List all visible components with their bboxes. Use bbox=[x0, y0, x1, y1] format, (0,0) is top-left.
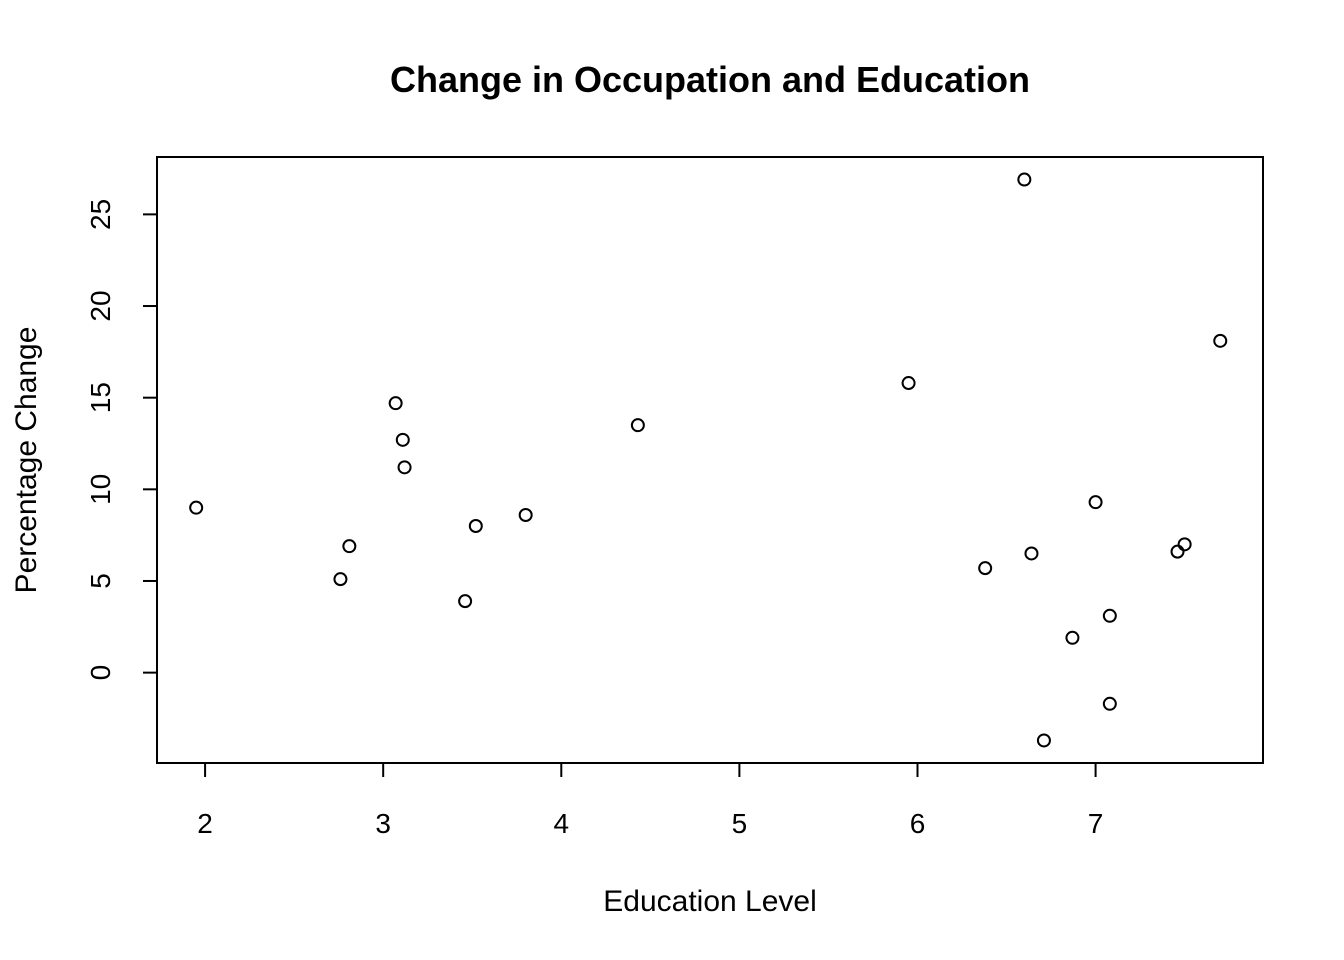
y-axis-label: Percentage Change bbox=[10, 327, 43, 594]
x-tick-label: 3 bbox=[375, 808, 391, 839]
data-point bbox=[1102, 696, 1117, 711]
data-point bbox=[397, 460, 412, 475]
plot-frame bbox=[156, 156, 1264, 764]
x-tick-label: 2 bbox=[197, 808, 213, 839]
chart-title: Change in Occupation and Education bbox=[390, 59, 1030, 100]
y-tick-label: 15 bbox=[85, 382, 116, 413]
y-tick-label: 20 bbox=[85, 290, 116, 321]
data-point bbox=[1036, 733, 1051, 748]
data-point bbox=[342, 539, 357, 554]
data-point bbox=[395, 432, 410, 447]
data-point bbox=[1213, 333, 1228, 348]
y-tick-label: 0 bbox=[85, 665, 116, 681]
data-point bbox=[189, 500, 204, 515]
x-axis-label: Education Level bbox=[603, 885, 817, 918]
x-axis: 2 3 4 5 6 7 bbox=[197, 762, 1104, 839]
data-point bbox=[1177, 537, 1192, 552]
data-point bbox=[458, 594, 473, 609]
data-point bbox=[978, 561, 993, 576]
x-tick-label: 7 bbox=[1088, 808, 1104, 839]
data-point bbox=[468, 518, 483, 533]
data-point bbox=[630, 418, 645, 433]
data-point bbox=[1024, 546, 1039, 561]
data-point bbox=[388, 396, 403, 411]
y-axis: 0 5 10 15 20 25 bbox=[85, 199, 158, 681]
x-tick-label: 4 bbox=[553, 808, 569, 839]
data-point bbox=[518, 507, 533, 522]
data-point bbox=[1088, 495, 1103, 510]
x-tick-label: 6 bbox=[910, 808, 926, 839]
data-points bbox=[189, 172, 1228, 748]
data-point bbox=[333, 572, 348, 587]
y-tick-label: 25 bbox=[85, 199, 116, 230]
y-tick-label: 5 bbox=[85, 573, 116, 589]
data-point bbox=[1065, 630, 1080, 645]
data-point bbox=[1170, 544, 1185, 559]
y-tick-label: 10 bbox=[85, 474, 116, 505]
data-point bbox=[901, 376, 916, 391]
data-point bbox=[1102, 608, 1117, 623]
data-point bbox=[1017, 172, 1032, 187]
x-tick-label: 5 bbox=[732, 808, 748, 839]
